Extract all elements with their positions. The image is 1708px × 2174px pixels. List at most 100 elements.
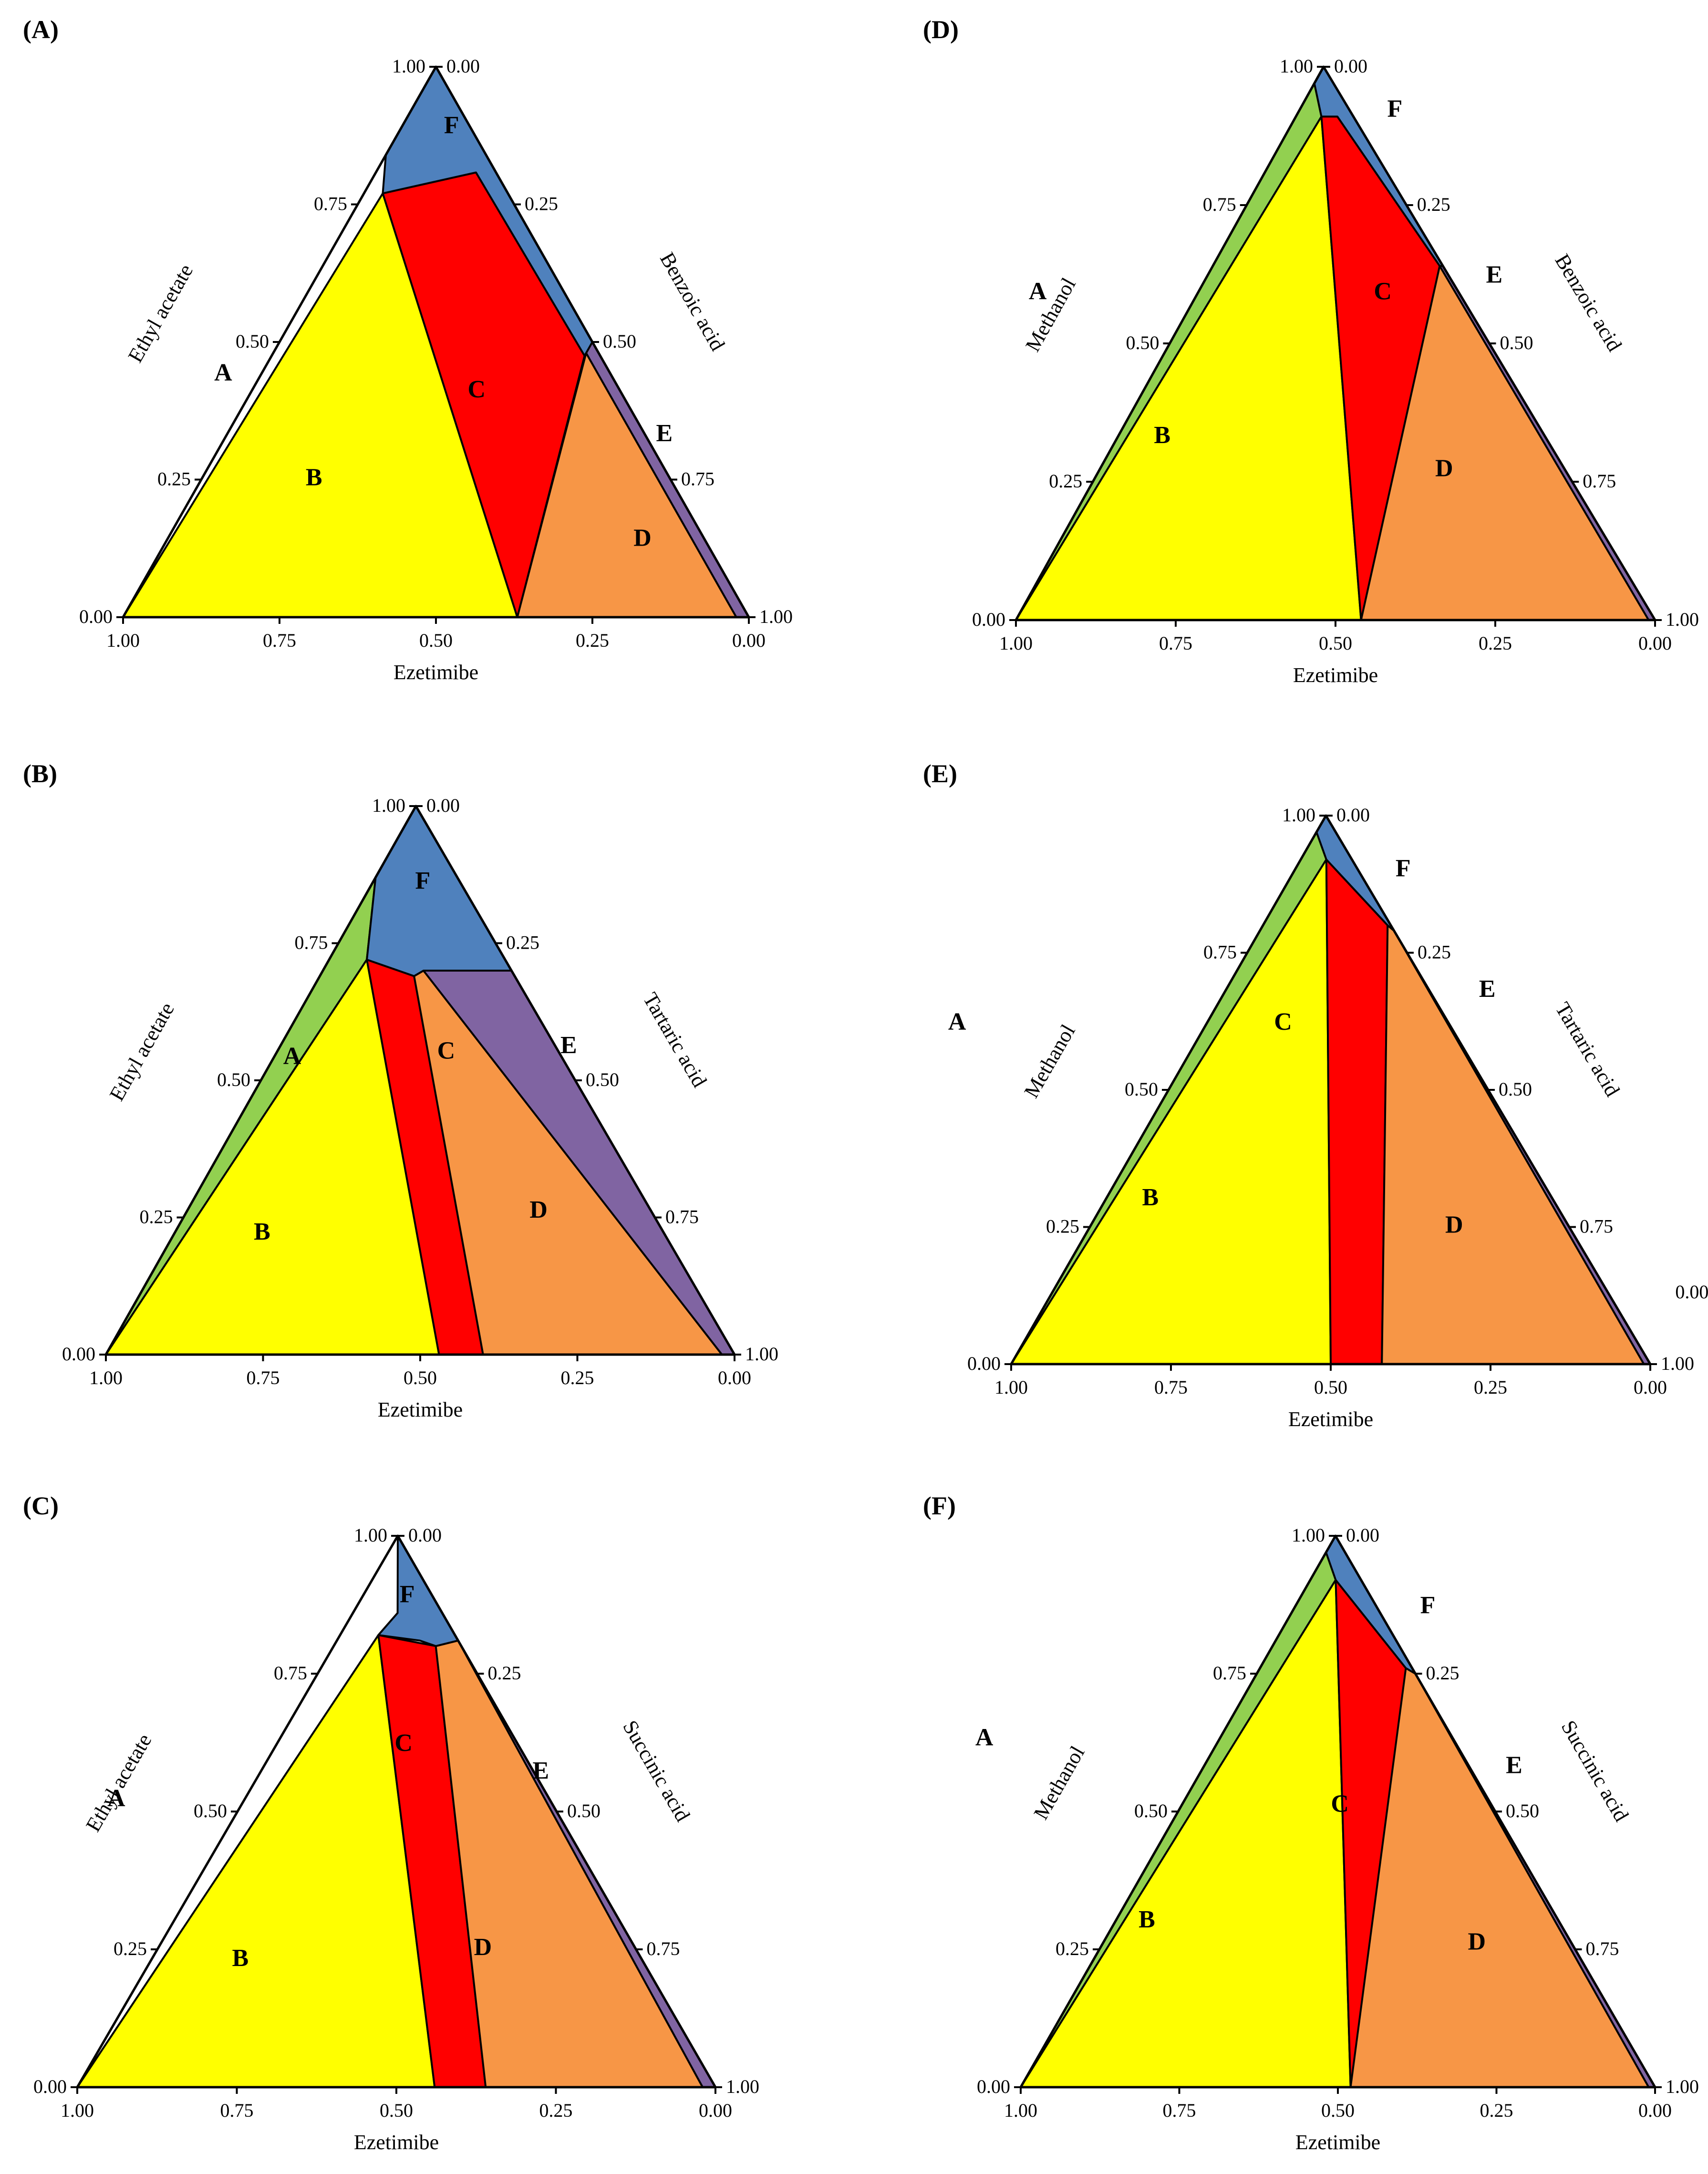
left-axis-title: Methanol [1029, 1742, 1089, 1823]
panel-label: (A) [23, 15, 59, 44]
region-label-e: E [1486, 261, 1503, 289]
left-axis-title: Methanol [1019, 1020, 1079, 1102]
right-axis-tick-label: 0.25 [506, 932, 539, 953]
bottom-axis-tick-label: 1.00 [106, 630, 140, 651]
right-axis-title: Tartaric acid [1551, 998, 1624, 1101]
left-axis-tick-label: 1.00 [354, 1524, 387, 1546]
right-axis-tick-label: 1.00 [1661, 1353, 1694, 1374]
region-label-d: D [1435, 455, 1453, 482]
right-axis-tick-label: 1.00 [1666, 609, 1699, 630]
region-label-f: F [1420, 1592, 1436, 1619]
right-axis-tick-label: 0.25 [525, 193, 558, 215]
right-axis-tick-label: 0.50 [1506, 1800, 1539, 1822]
region-label-e: E [1506, 1751, 1522, 1779]
left-axis-tick-label: 0.75 [274, 1662, 307, 1684]
left-axis-tick-label: 1.00 [1282, 804, 1315, 826]
region-label-b: B [232, 1945, 249, 1972]
left-axis-tick-label: 0.75 [295, 932, 328, 953]
region-label-f: F [415, 867, 431, 894]
bottom-axis-tick-label: 0.50 [404, 1367, 437, 1388]
bottom-axis-title: Ezetimibe [393, 661, 478, 684]
bottom-axis-tick-label: 0.25 [1479, 632, 1512, 654]
bottom-axis-tick-label: 0.75 [263, 630, 296, 651]
bottom-axis-tick-label: 0.75 [220, 2100, 254, 2121]
right-axis-tick-label: 0.50 [586, 1069, 619, 1090]
region-b [1015, 115, 1362, 621]
right-axis-tick-label: 1.00 [745, 1343, 778, 1365]
right-axis-tick-label: 0.75 [1586, 1938, 1619, 1959]
bottom-axis-tick-label: 0.50 [380, 2100, 413, 2121]
left-axis-tick-label: 0.50 [1134, 1800, 1168, 1822]
region-label-a: A [948, 1008, 966, 1035]
right-axis-tick-label: 0.00 [408, 1524, 442, 1546]
bottom-axis-tick-label: 0.25 [539, 2100, 573, 2121]
bottom-axis-tick-label: 0.25 [1474, 1377, 1507, 1398]
left-axis-tick-label: 0.50 [1126, 332, 1159, 353]
region-label-e: E [1479, 975, 1496, 1003]
bottom-axis-title: Ezetimibe [1295, 2131, 1380, 2154]
left-axis-title: Ethyl acetate [81, 1730, 156, 1836]
region-label-c: C [1374, 278, 1392, 305]
bottom-axis-tick-label: 1.00 [999, 632, 1033, 654]
region-label-d: D [474, 1934, 492, 1961]
region-label-f: F [400, 1581, 415, 1608]
region-label-c: C [468, 376, 486, 403]
left-axis-tick-label: 0.00 [972, 609, 1005, 630]
region-label-f: F [444, 112, 459, 139]
right-axis-tick-label: 1.00 [726, 2076, 759, 2097]
region-label-a: A [214, 359, 232, 386]
left-axis-tick-label: 0.50 [236, 331, 269, 352]
region-label-f: F [1396, 855, 1411, 882]
bottom-axis-tick-label: 0.00 [1638, 2100, 1672, 2121]
left-axis-tick-label: 0.50 [217, 1069, 250, 1090]
region-label-d: D [529, 1196, 548, 1223]
region-label-a: A [107, 1785, 125, 1812]
right-axis-title: Tartaric acid [639, 989, 712, 1091]
right-axis-tick-label: 0.25 [1426, 1662, 1460, 1684]
right-axis-title: Benzoic acid [1551, 250, 1626, 355]
right-axis-tick-label: 0.00 [1346, 1524, 1379, 1546]
left-axis-tick-label: 0.75 [314, 193, 347, 215]
right-axis-tick-label: 0.50 [567, 1800, 600, 1822]
region-label-d: D [1445, 1211, 1463, 1238]
region-b [1010, 859, 1332, 1365]
left-axis-tick-label: 0.50 [1125, 1078, 1158, 1100]
left-axis-tick-label: 0.25 [114, 1938, 147, 1959]
left-axis-tick-label: 0.25 [140, 1206, 173, 1228]
bottom-axis-tick-label: 0.25 [1480, 2100, 1513, 2121]
left-axis-tick-label: 0.00 [33, 2076, 67, 2097]
ternary-panel-e: A B C D E F 1.00 0.75 0.50 0.25 0.00 Ezetimibe 0.00 0… [923, 759, 1708, 1431]
left-axis-tick-label: 1.00 [372, 795, 405, 816]
bottom-axis-tick-label: 0.25 [561, 1367, 594, 1388]
region-label-b: B [1154, 422, 1170, 449]
region-label-d: D [633, 524, 652, 551]
region-label-b: B [1142, 1184, 1159, 1211]
bottom-axis-title: Ezetimibe [378, 1398, 463, 1421]
left-axis-tick-label: 0.00 [967, 1353, 1001, 1374]
region-label-e: E [560, 1032, 577, 1059]
bottom-axis-tick-label: 0.00 [732, 630, 766, 651]
region-f [366, 805, 513, 977]
extra-tick-label: 0.00 [1675, 1281, 1708, 1303]
left-axis-tick-label: 0.75 [1213, 1662, 1246, 1684]
ternary-panel-c: A B C D E F 1.00 0.75 0.50 0.25 0.00 Ezetimibe 0.00 0… [23, 1491, 759, 2154]
bottom-axis-tick-label: 0.00 [699, 2100, 732, 2121]
region-label-a: A [975, 1724, 994, 1751]
bottom-axis-tick-label: 0.25 [576, 630, 609, 651]
left-axis-tick-label: 0.25 [1056, 1938, 1089, 1959]
left-axis-title: Ethyl acetate [105, 998, 179, 1105]
left-axis-tick-label: 0.50 [194, 1800, 227, 1822]
left-axis-tick-label: 0.25 [1049, 470, 1082, 492]
region-label-c: C [1331, 1790, 1349, 1817]
region-label-a: A [1029, 278, 1047, 305]
region-label-a: A [283, 1043, 301, 1070]
region-label-b: B [306, 464, 322, 491]
bottom-axis-tick-label: 0.00 [718, 1367, 751, 1388]
bottom-axis-title: Ezetimibe [1288, 1408, 1373, 1431]
bottom-axis-tick-label: 0.50 [419, 630, 453, 651]
right-axis-title: Succinic acid [618, 1717, 694, 1826]
right-axis-tick-label: 0.00 [1334, 55, 1367, 77]
right-axis-tick-label: 0.50 [1499, 1078, 1532, 1100]
bottom-axis-tick-label: 1.00 [61, 2100, 94, 2121]
